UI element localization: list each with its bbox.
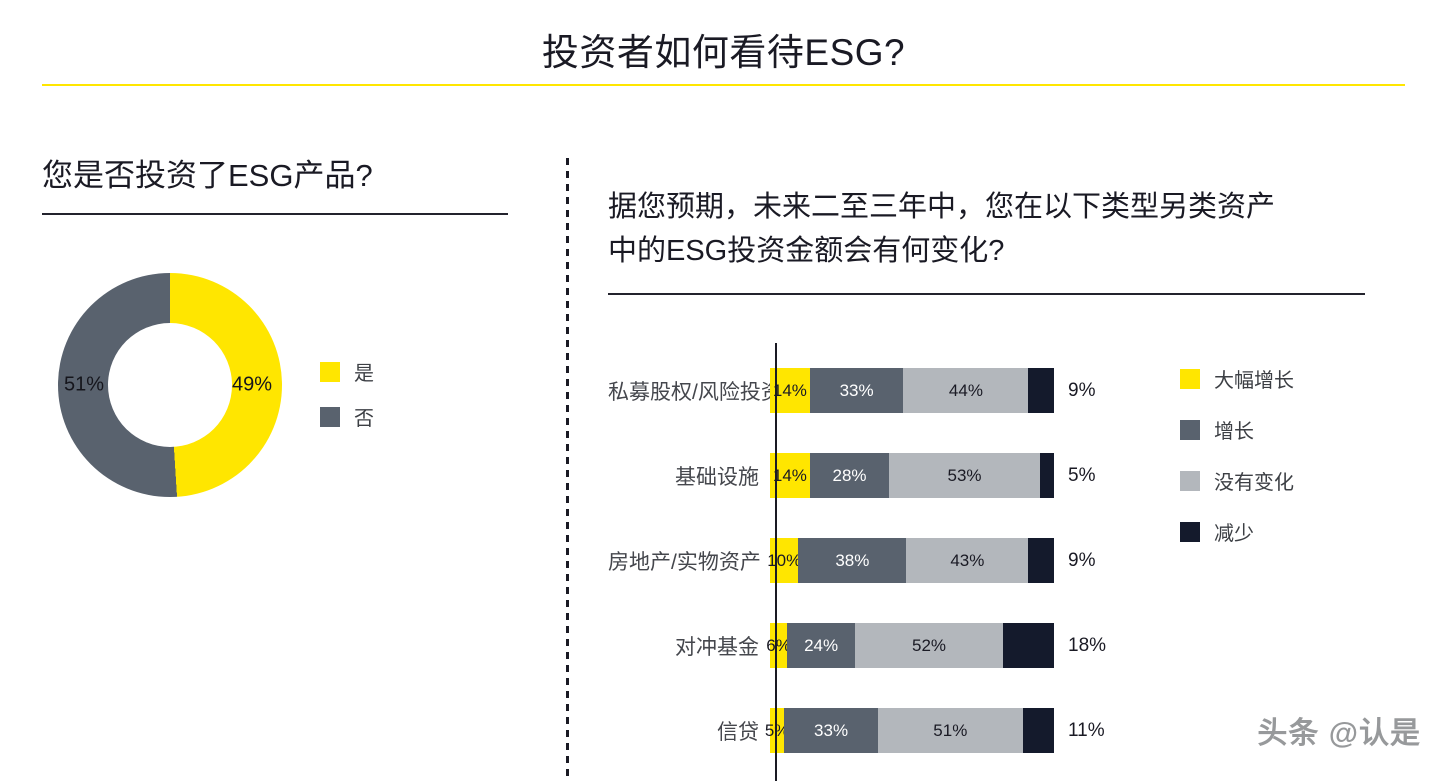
stacked-bar: 6% 24% 52%	[766, 623, 1054, 668]
legend-swatch	[1180, 419, 1200, 440]
bar-category-label: 对冲基金	[675, 635, 759, 659]
donut-chart-section: 您是否投资了ESG产品? 49% 51% 是否	[42, 150, 508, 497]
legend-item: 没有变化	[1180, 466, 1294, 495]
legend-swatch	[320, 406, 340, 427]
title-accent-rule	[42, 84, 1405, 86]
bar-category-label: 信贷	[717, 720, 759, 744]
bar-legend: 大幅增长增长没有变化减少	[1180, 364, 1294, 568]
bar-segment-value: 33%	[839, 380, 874, 400]
bar-segment: 5%	[765, 708, 789, 753]
bar-segment-value-outside: 18%	[1068, 634, 1107, 656]
bar-segment-value-outside: 9%	[1068, 379, 1096, 401]
bar-segment-value-outside: 11%	[1068, 719, 1105, 741]
bar-segment-value: 52%	[912, 635, 947, 655]
bar-chart-axis-line	[775, 343, 777, 781]
legend-item: 增长	[1180, 415, 1294, 444]
stacked-bar: 10% 38% 43%	[767, 538, 1054, 583]
donut-value-no: 51%	[63, 373, 104, 396]
bar-segment: 6%	[766, 623, 791, 668]
legend-item: 否	[320, 402, 470, 431]
legend-item: 大幅增长	[1180, 364, 1294, 393]
bar-segment	[1028, 368, 1054, 413]
bar-segment-value: 14%	[772, 380, 807, 400]
legend-item: 减少	[1180, 517, 1294, 546]
bar-segment-value: 44%	[948, 380, 983, 400]
bar-segment-value: 43%	[950, 550, 985, 570]
bar-row: 对冲基金 6% 24% 52% 18%	[608, 623, 1248, 668]
legend-swatch	[1180, 368, 1200, 389]
donut-chart-area: 49% 51% 是否	[58, 273, 374, 497]
bar-row: 私募股权/风险投资 14% 33% 44% 9%	[608, 368, 1248, 413]
bar-chart-section: 据您预期，未来二至三年中，您在以下类型另类资产 中的ESG投资金额会有何变化? …	[608, 186, 1418, 781]
bar-segment: 28%	[809, 453, 890, 498]
donut-legend: 是否	[320, 357, 470, 447]
bar-segment-value: 24%	[804, 635, 839, 655]
bar-segment-value: 53%	[947, 465, 982, 485]
legend-label: 增长	[1214, 421, 1254, 443]
bar-segment	[1039, 453, 1054, 498]
bar-chart-title: 据您预期，未来二至三年中，您在以下类型另类资产 中的ESG投资金额会有何变化?	[608, 191, 1276, 267]
bar-segment-value: 33%	[814, 720, 849, 740]
bar-category-label: 基础设施	[675, 465, 759, 489]
bar-segment: 38%	[798, 538, 907, 583]
donut-chart-title: 您是否投资了ESG产品?	[42, 158, 373, 193]
bar-segment: 52%	[855, 623, 1003, 668]
bar-segment: 44%	[903, 368, 1029, 413]
bar-heading-rule	[608, 293, 1365, 295]
stacked-bar: 5% 33% 51%	[765, 708, 1054, 753]
bar-segment: 53%	[889, 453, 1040, 498]
bar-segment-value: 10%	[767, 550, 802, 570]
bar-segment-value: 38%	[835, 550, 870, 570]
legend-label: 是	[354, 363, 374, 385]
bar-segment: 33%	[784, 708, 878, 753]
watermark: 头条 @认是	[1257, 717, 1421, 750]
bar-segment: 33%	[809, 368, 904, 413]
bar-segment: 24%	[787, 623, 856, 668]
stacked-bar: 14% 33% 44%	[770, 368, 1054, 413]
legend-swatch	[1180, 521, 1200, 542]
legend-label: 大幅增长	[1214, 370, 1294, 392]
bar-segment-value-outside: 9%	[1068, 549, 1096, 571]
donut-chart	[58, 273, 282, 497]
bar-row: 房地产/实物资产 10% 38% 43% 9%	[608, 538, 1248, 583]
bar-segment	[1002, 623, 1054, 668]
legend-item: 是	[320, 357, 470, 386]
donut-heading-rule	[42, 213, 508, 215]
legend-label: 减少	[1214, 523, 1254, 545]
bar-segment: 43%	[906, 538, 1029, 583]
bar-segment-value: 14%	[772, 465, 807, 485]
bar-segment-value: 5%	[764, 720, 790, 740]
bar-category-label: 房地产/实物资产	[608, 550, 761, 574]
stacked-bar: 14% 28% 53%	[770, 453, 1054, 498]
legend-swatch	[1180, 470, 1200, 491]
bar-segment	[1028, 538, 1054, 583]
bar-rows: 私募股权/风险投资 14% 33% 44% 9% 基础设施 14% 28% 53% 5% 房地产/实…	[608, 343, 1248, 753]
bar-segment-value-outside: 5%	[1068, 464, 1096, 486]
donut-value-yes: 49%	[232, 373, 273, 396]
legend-label: 没有变化	[1214, 472, 1294, 494]
page-title: 投资者如何看待ESG?	[541, 32, 906, 73]
bar-row: 信贷 5% 33% 51% 11%	[608, 708, 1248, 753]
bar-segment: 51%	[877, 708, 1023, 753]
bar-segment-value: 6%	[766, 635, 791, 655]
bar-segment	[1022, 708, 1054, 753]
vertical-dashed-divider	[566, 158, 569, 782]
bar-segment-value: 51%	[933, 720, 968, 740]
legend-swatch	[320, 361, 340, 382]
bar-category-label: 私募股权/风险投资	[608, 380, 782, 404]
bar-segment-value: 28%	[832, 465, 867, 485]
bar-chart-area: 私募股权/风险投资 14% 33% 44% 9% 基础设施 14% 28% 53% 5% 房地产/实…	[608, 343, 1248, 782]
legend-label: 否	[354, 408, 374, 430]
bar-row: 基础设施 14% 28% 53% 5%	[608, 453, 1248, 498]
